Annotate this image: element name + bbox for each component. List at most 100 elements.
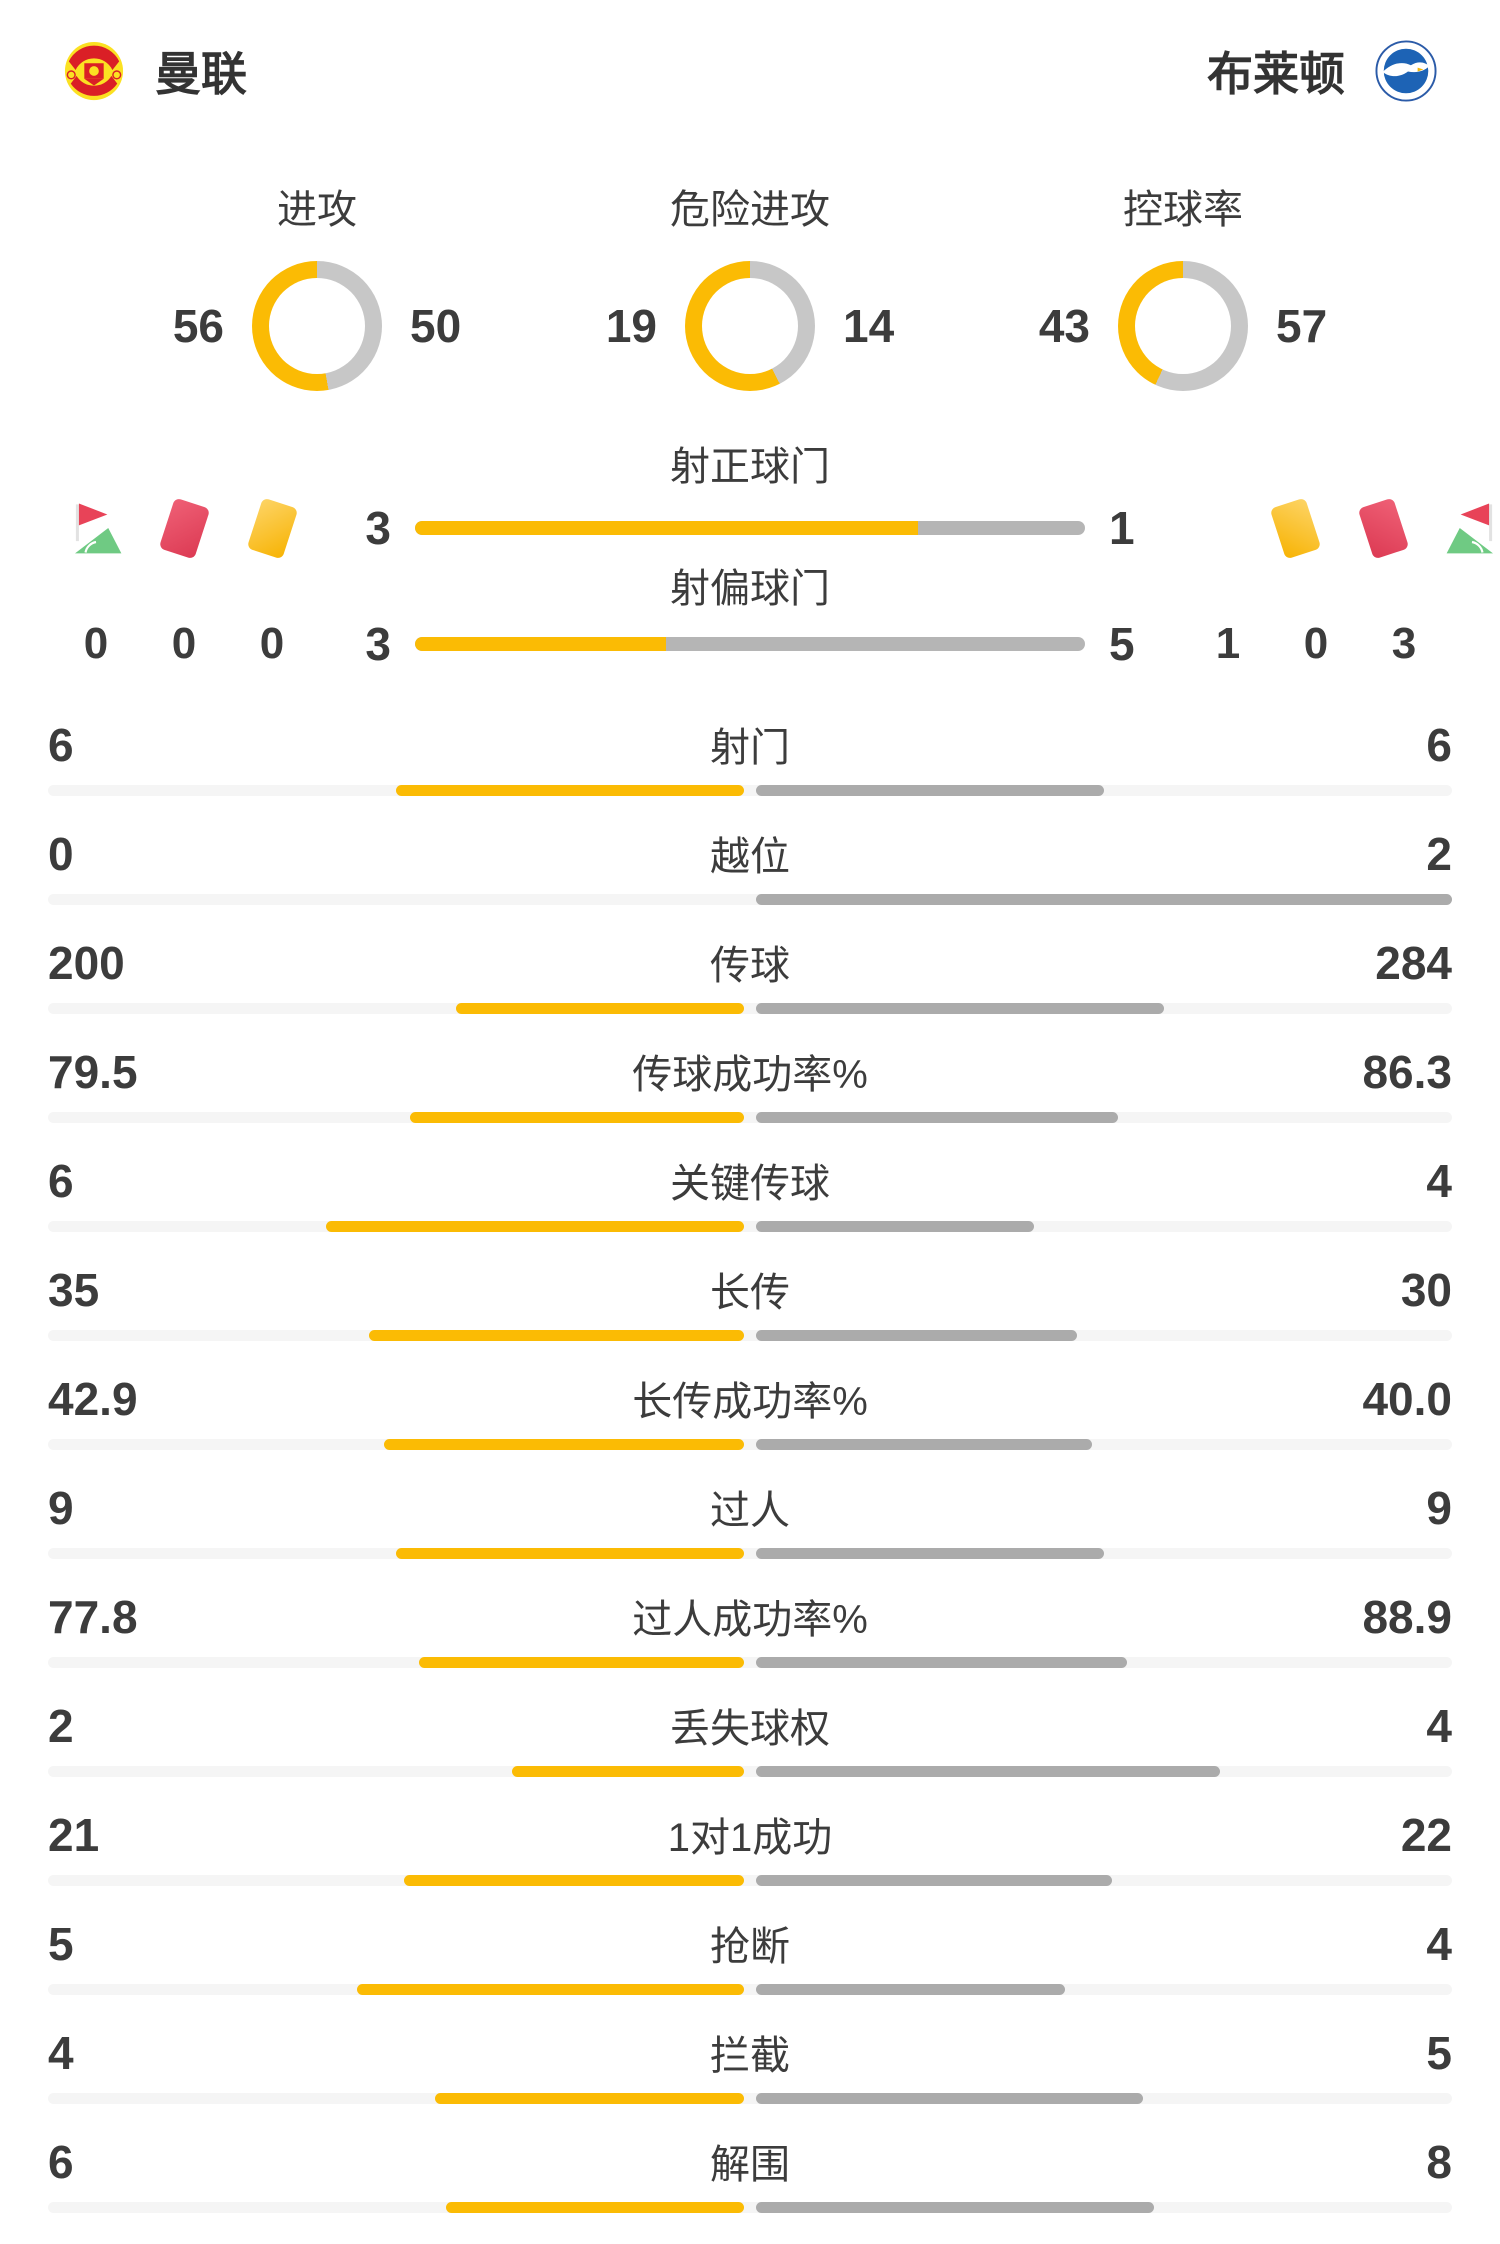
stat-row: 2 丢失球权 4 (48, 1698, 1452, 1777)
stat-home-value: 9 (48, 1482, 74, 1534)
stat-home-fill (326, 1221, 744, 1232)
stat-home-value: 79.5 (48, 1046, 138, 1098)
stat-label: 传球 (710, 944, 790, 988)
stat-away-fill (756, 1221, 1035, 1232)
stat-row: 77.8 过人成功率% 88.9 (48, 1589, 1452, 1668)
shots-on-target-bar (415, 521, 1085, 535)
stat-away-value: 30 (1400, 1264, 1452, 1316)
stat-row: 5 抢断 4 (48, 1916, 1452, 1995)
shots-off-target-away: 5 (1109, 618, 1135, 670)
stat-away-value: 4 (1426, 1155, 1452, 1207)
stat-home-value: 35 (48, 1264, 100, 1316)
shots-on-target-row: 3 1 (0, 495, 1500, 561)
yellow-card-icon (246, 497, 298, 559)
donut-label: 危险进攻 (670, 188, 830, 232)
home-red-cards-count: 0 (171, 619, 197, 668)
away-team-name: 布莱顿 (1207, 48, 1345, 100)
stat-away-value: 284 (1375, 937, 1452, 989)
stat-home-value: 5 (48, 1918, 74, 1970)
dangerous-attacks-donut-chart (685, 261, 815, 391)
stats-list: 6 射门 6 0 越位 2 200 传球 (0, 717, 1500, 2213)
stat-row: 4 拦截 5 (48, 2025, 1452, 2104)
stat-home-fill (396, 1548, 744, 1559)
stat-label: 长传成功率% (632, 1380, 868, 1424)
stat-home-fill (456, 1003, 744, 1014)
stat-home-fill (419, 1657, 744, 1668)
stat-home-value: 4 (48, 2027, 74, 2079)
stat-label: 传球成功率% (632, 1053, 868, 1097)
stat-bar (48, 785, 1452, 796)
stat-home-value: 42.9 (48, 1373, 138, 1425)
stat-row: 42.9 长传成功率% 40.0 (48, 1371, 1452, 1450)
stat-row: 35 长传 30 (48, 1262, 1452, 1341)
home-discipline-icons (0, 497, 300, 559)
stat-label: 1对1成功 (667, 1816, 833, 1860)
donut-section: 进攻 56 50 危险进攻 19 14 控球率 43 57 (0, 182, 1500, 391)
stat-bar (48, 1984, 1452, 1995)
stat-home-value: 6 (48, 1155, 74, 1207)
stat-home-fill (434, 2093, 744, 2104)
stat-bar (48, 1657, 1452, 1668)
stat-row: 9 过人 9 (48, 1480, 1452, 1559)
stat-away-value: 40.0 (1362, 1373, 1452, 1425)
stat-label: 越位 (710, 835, 790, 879)
donut-away-value: 14 (843, 300, 895, 352)
donut-away-value: 57 (1276, 300, 1328, 352)
header: 曼联 布莱顿 (0, 0, 1500, 102)
stat-away-value: 4 (1426, 1700, 1452, 1752)
away-discipline-icons (1200, 497, 1500, 559)
stat-away-fill (756, 1548, 1104, 1559)
home-team: 曼联 (63, 38, 247, 104)
stat-away-fill (756, 1875, 1113, 1886)
shots-off-target-home: 3 (365, 618, 391, 670)
shots-off-target-row: 0 0 0 3 5 1 0 3 (0, 617, 1500, 670)
stat-home-fill (445, 2202, 744, 2213)
stat-away-fill (756, 1657, 1128, 1668)
stat-home-value: 2 (48, 1700, 74, 1752)
stat-away-fill (756, 894, 1452, 905)
stat-label: 过人成功率% (632, 1598, 868, 1642)
away-corners-count: 3 (1391, 619, 1417, 668)
donut-label: 进攻 (277, 188, 357, 232)
stat-away-value: 4 (1426, 1918, 1452, 1970)
stat-label: 长传 (710, 1271, 790, 1315)
away-team: 布莱顿 (1207, 38, 1437, 104)
stat-label: 拦截 (710, 2034, 790, 2078)
stat-home-fill (512, 1766, 744, 1777)
stat-bar (48, 2202, 1452, 2213)
attacks-donut-chart (252, 261, 382, 391)
stat-away-fill (756, 1439, 1092, 1450)
stat-bar (48, 1112, 1452, 1123)
stat-home-fill (369, 1330, 744, 1341)
shots-section: 射正球门 3 1 (0, 439, 1500, 670)
donut-label: 控球率 (1123, 188, 1243, 232)
stat-bar (48, 1439, 1452, 1450)
stat-away-fill (756, 2202, 1154, 2213)
stat-bar (48, 1221, 1452, 1232)
stat-home-value: 77.8 (48, 1591, 138, 1643)
corner-flag-icon (1446, 503, 1493, 554)
stat-bar (48, 1003, 1452, 1014)
stat-home-fill (357, 1984, 744, 1995)
stat-row: 21 1对1成功 22 (48, 1807, 1452, 1886)
stat-bar (48, 1548, 1452, 1559)
stat-away-value: 2 (1426, 828, 1452, 880)
stat-away-value: 9 (1426, 1482, 1452, 1534)
stat-away-value: 22 (1400, 1809, 1452, 1861)
red-card-icon (158, 497, 210, 559)
home-discipline-values: 0 0 0 (0, 619, 300, 669)
home-team-name: 曼联 (155, 48, 247, 100)
stat-home-value: 6 (48, 719, 74, 771)
shots-on-target-away: 1 (1109, 502, 1135, 554)
stat-bar (48, 1875, 1452, 1886)
stat-row: 0 越位 2 (48, 826, 1452, 905)
stat-bar (48, 2093, 1452, 2104)
stat-away-fill (756, 1003, 1165, 1014)
red-card-icon (1358, 497, 1410, 559)
stat-label: 解围 (710, 2143, 790, 2187)
corner-flag-icon (75, 503, 122, 554)
donut-home-value: 19 (605, 300, 657, 352)
stat-away-value: 5 (1426, 2027, 1452, 2079)
stat-label: 丢失球权 (670, 1707, 830, 1751)
